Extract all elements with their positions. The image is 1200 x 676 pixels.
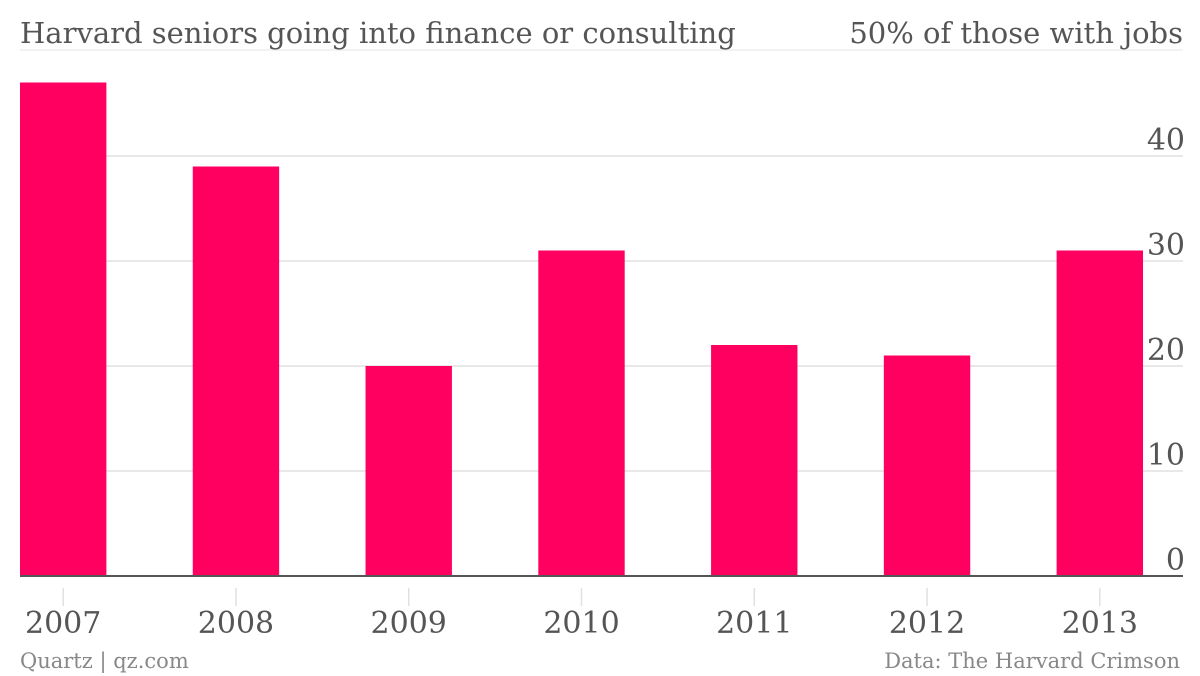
y-tick-label: 20 — [1147, 333, 1185, 368]
bar-2007 — [20, 82, 107, 576]
x-tick-label: 2010 — [543, 606, 619, 641]
footer-source: Data: The Harvard Crimson — [884, 649, 1180, 673]
x-tick-label: 2009 — [371, 606, 447, 641]
x-tick-label: 2011 — [716, 606, 792, 641]
bar-2011 — [711, 345, 798, 576]
y-axis-ticks: 0 10 20 30 40 — [1147, 123, 1185, 578]
bars — [20, 82, 1143, 576]
chart-title: Harvard seniors going into finance or co… — [20, 16, 736, 50]
x-tick-label: 2013 — [1062, 606, 1138, 641]
footer-credit: Quartz | qz.com — [20, 649, 189, 674]
y-tick-label: 10 — [1147, 438, 1185, 473]
y-tick-label: 0 — [1166, 543, 1185, 578]
bar-2009 — [365, 366, 452, 576]
x-tick-label: 2008 — [198, 606, 274, 641]
bar-2008 — [192, 166, 280, 576]
x-tick-label: 2007 — [25, 606, 101, 641]
x-axis-ticks: 2007 2008 2009 2010 2011 2012 2013 — [25, 588, 1138, 641]
y-tick-label: 30 — [1147, 228, 1185, 263]
bar-2010 — [538, 250, 625, 576]
y-tick-label: 40 — [1147, 123, 1185, 158]
bar-2013 — [1056, 250, 1143, 576]
x-tick-label: 2012 — [889, 606, 965, 641]
chart-subtitle: 50% of those with jobs — [849, 16, 1183, 50]
bar-2012 — [883, 355, 971, 576]
